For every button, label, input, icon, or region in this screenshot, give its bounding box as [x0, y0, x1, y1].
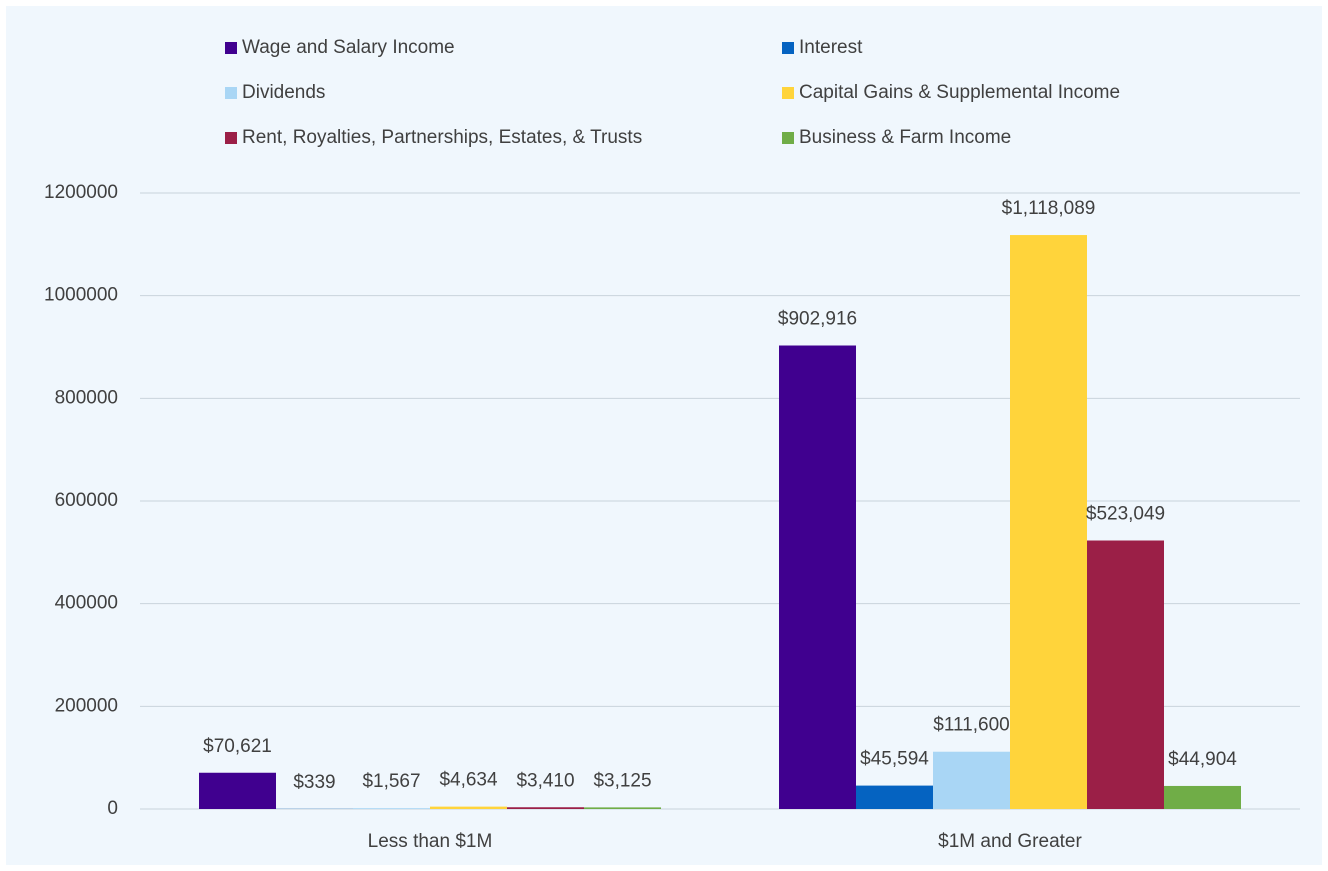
y-tick-label: 1000000 — [44, 285, 118, 306]
data-label: $45,594 — [860, 749, 929, 770]
y-tick-label: 800000 — [55, 387, 118, 408]
bar — [353, 808, 430, 809]
legend-swatch — [225, 42, 237, 54]
data-label: $3,125 — [593, 770, 651, 791]
data-label: $111,600 — [933, 715, 1009, 736]
bar — [507, 807, 584, 809]
data-label: $70,621 — [203, 736, 272, 757]
bar — [584, 807, 661, 809]
legend-swatch — [782, 42, 794, 54]
data-label: $44,904 — [1168, 749, 1237, 770]
y-tick-label: 200000 — [55, 695, 118, 716]
data-label: $523,049 — [1086, 504, 1165, 525]
x-tick-label: $1M and Greater — [938, 831, 1082, 852]
legend-swatch — [225, 132, 237, 144]
legend-label: Business & Farm Income — [799, 127, 1011, 148]
y-tick-label: 1200000 — [44, 182, 118, 203]
bar — [1087, 540, 1164, 809]
bar — [856, 785, 933, 809]
bar — [199, 772, 276, 809]
y-tick-label: 400000 — [55, 593, 118, 614]
bar — [779, 345, 856, 809]
legend-label: Wage and Salary Income — [242, 37, 455, 58]
legend-label: Capital Gains & Supplemental Income — [799, 82, 1120, 103]
data-label: $902,916 — [778, 309, 857, 330]
legend-label: Interest — [799, 37, 863, 58]
legend-swatch — [782, 87, 794, 99]
bar — [1164, 785, 1241, 809]
x-tick-label: Less than $1M — [368, 831, 493, 852]
bar — [933, 751, 1010, 809]
bar — [1010, 235, 1087, 809]
bar — [430, 806, 507, 809]
data-label: $339 — [293, 772, 335, 793]
data-label: $3,410 — [516, 770, 574, 791]
data-label: $4,634 — [439, 770, 498, 791]
data-label: $1,567 — [362, 771, 420, 792]
legend-label: Rent, Royalties, Partnerships, Estates, … — [242, 127, 642, 148]
legend-label: Dividends — [242, 82, 325, 103]
legend-swatch — [225, 87, 237, 99]
y-tick-label: 600000 — [55, 490, 118, 511]
legend-swatch — [782, 132, 794, 144]
data-label: $1,118,089 — [1002, 198, 1096, 219]
y-tick-label: 0 — [107, 798, 118, 819]
